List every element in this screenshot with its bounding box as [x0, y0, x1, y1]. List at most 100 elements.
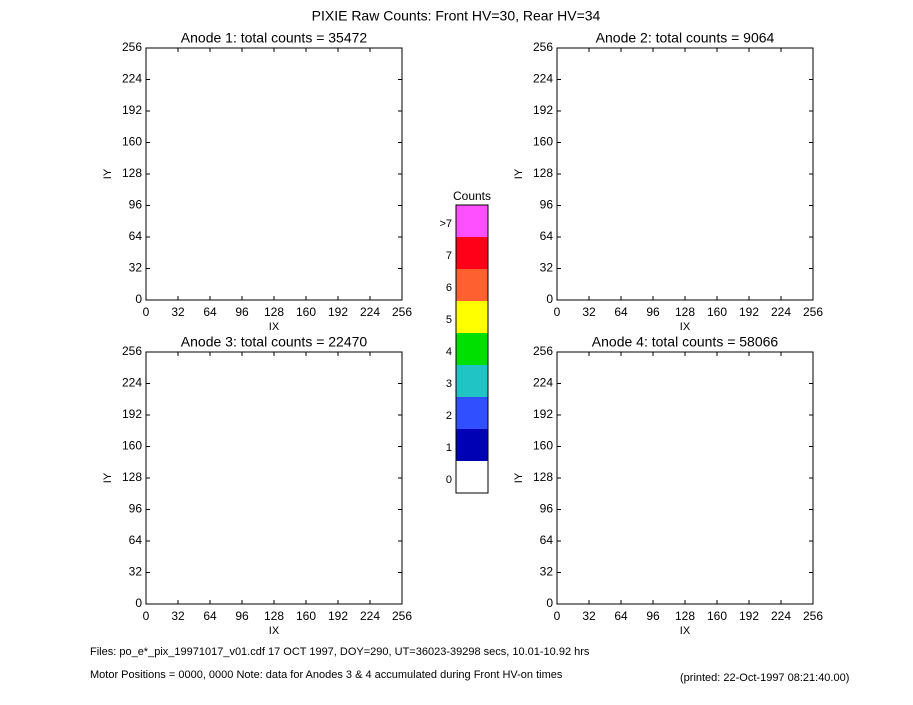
page-title: PIXIE Raw Counts: Front HV=30, Rear HV=3…: [312, 8, 601, 24]
y-tick-label: 192: [122, 103, 142, 117]
y-tick-label: 128: [122, 166, 142, 180]
colorbar-label: 1: [446, 442, 452, 454]
y-tick-label: 256: [533, 344, 553, 358]
x-tick-label: 160: [707, 305, 727, 319]
x-tick-label: 160: [296, 609, 316, 623]
y-axis-label: IY: [102, 168, 114, 179]
y-tick-label: 32: [129, 261, 143, 275]
y-tick-label: 64: [540, 533, 554, 547]
y-tick-label: 0: [135, 596, 142, 610]
colorbar-swatch: [456, 205, 488, 237]
y-tick-label: 224: [533, 72, 553, 86]
x-axis-label: IX: [680, 321, 691, 333]
x-tick-label: 160: [296, 305, 316, 319]
y-tick-label: 32: [540, 261, 554, 275]
x-tick-label: 96: [646, 609, 660, 623]
colorbar-label: 6: [446, 282, 452, 294]
y-tick-label: 0: [135, 292, 142, 306]
colorbar-label: 5: [446, 314, 452, 326]
colorbar-label: 0: [446, 474, 452, 486]
y-tick-label: 32: [129, 565, 143, 579]
y-tick-label: 128: [533, 470, 553, 484]
footer-printed: (printed: 22-Oct-1997 08:21:40.00): [680, 672, 849, 684]
colorbar-title: Counts: [453, 189, 491, 203]
x-tick-label: 32: [582, 305, 596, 319]
x-tick-label: 256: [392, 609, 412, 623]
panel-title: Anode 2: total counts = 9064: [596, 30, 775, 46]
y-tick-label: 224: [122, 376, 142, 390]
y-tick-label: 32: [540, 565, 554, 579]
x-tick-label: 192: [328, 609, 348, 623]
y-tick-label: 128: [122, 470, 142, 484]
y-tick-label: 96: [129, 502, 143, 516]
x-tick-label: 128: [675, 609, 695, 623]
y-tick-label: 192: [533, 407, 553, 421]
footer-motor: Motor Positions = 0000, 0000 Note: data …: [90, 669, 563, 681]
y-tick-label: 64: [540, 229, 554, 243]
x-tick-label: 0: [554, 609, 561, 623]
y-tick-label: 96: [540, 502, 554, 516]
x-tick-label: 32: [171, 305, 185, 319]
y-axis-label: IY: [513, 168, 525, 179]
panel-title: Anode 1: total counts = 35472: [181, 30, 368, 46]
plot-area: [145, 351, 403, 605]
x-tick-label: 32: [582, 609, 596, 623]
x-tick-label: 0: [554, 305, 561, 319]
colorbar-swatch: [456, 397, 488, 429]
y-tick-label: 64: [129, 229, 143, 243]
x-axis-label: IX: [269, 321, 280, 333]
x-tick-label: 192: [739, 305, 759, 319]
x-tick-label: 0: [143, 305, 150, 319]
footer-files: Files: po_e*_pix_19971017_v01.cdf 17 OCT…: [90, 646, 590, 658]
y-tick-label: 160: [122, 439, 142, 453]
colorbar-label: 2: [446, 410, 452, 422]
x-tick-label: 224: [360, 305, 380, 319]
y-tick-label: 224: [122, 72, 142, 86]
x-tick-label: 32: [171, 609, 185, 623]
y-tick-label: 256: [533, 40, 553, 54]
x-tick-label: 256: [803, 609, 823, 623]
y-tick-label: 0: [546, 292, 553, 306]
colorbar-swatch: [456, 461, 488, 493]
y-tick-label: 192: [533, 103, 553, 117]
colorbar-label: 7: [446, 250, 452, 262]
colorbar-swatch: [456, 237, 488, 269]
x-tick-label: 64: [203, 305, 217, 319]
x-tick-label: 224: [771, 609, 791, 623]
panel-title: Anode 4: total counts = 58066: [592, 334, 779, 350]
colorbar-label: 3: [446, 378, 452, 390]
y-axis-label: IY: [513, 472, 525, 483]
x-tick-label: 128: [264, 305, 284, 319]
y-tick-label: 224: [533, 376, 553, 390]
y-tick-label: 160: [122, 135, 142, 149]
colorbar-swatch: [456, 365, 488, 397]
x-tick-label: 0: [143, 609, 150, 623]
x-tick-label: 128: [675, 305, 695, 319]
x-tick-label: 160: [707, 609, 727, 623]
y-tick-label: 256: [122, 40, 142, 54]
x-tick-label: 96: [235, 609, 249, 623]
colorbar-frame: [455, 204, 489, 494]
colorbar-label: 4: [446, 346, 452, 358]
x-tick-label: 224: [360, 609, 380, 623]
x-tick-label: 96: [235, 305, 249, 319]
x-tick-label: 224: [771, 305, 791, 319]
plot-area: [556, 47, 814, 301]
y-axis-label: IY: [102, 472, 114, 483]
y-tick-label: 96: [129, 198, 143, 212]
x-tick-label: 256: [803, 305, 823, 319]
x-tick-label: 64: [614, 609, 628, 623]
x-tick-label: 128: [264, 609, 284, 623]
colorbar-swatch: [456, 301, 488, 333]
x-tick-label: 192: [739, 609, 759, 623]
y-tick-label: 64: [129, 533, 143, 547]
y-tick-label: 128: [533, 166, 553, 180]
colorbar-swatch: [456, 429, 488, 461]
colorbar-swatch: [456, 333, 488, 365]
y-tick-label: 160: [533, 439, 553, 453]
x-tick-label: 64: [203, 609, 217, 623]
x-tick-label: 256: [392, 305, 412, 319]
colorbar-swatch: [456, 269, 488, 301]
colorbar-label: >7: [439, 218, 452, 230]
